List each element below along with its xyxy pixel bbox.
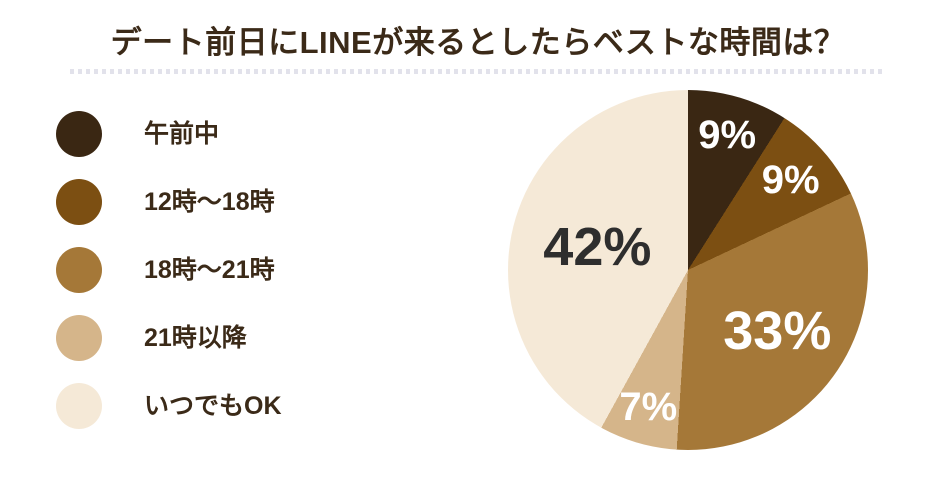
legend-swatch	[56, 315, 102, 361]
legend-swatch	[56, 179, 102, 225]
legend-swatch	[56, 111, 102, 157]
legend-swatch	[56, 247, 102, 293]
legend-label: いつでもOK	[144, 391, 282, 420]
legend: 午前中 12時〜18時 18時〜21時 21時以降いつでもOK	[56, 111, 282, 429]
pie-percent-label: 33%	[723, 300, 832, 361]
pie-percent-label: 9%	[698, 113, 757, 158]
pie-percent-label: 42%	[543, 216, 652, 277]
legend-item: いつでもOK	[56, 383, 282, 429]
legend-item: 午前中	[56, 111, 282, 157]
chart-title: デート前日にLINEが来るとしたらベストな時間は？	[110, 25, 846, 60]
legend-item: 18時〜21時	[56, 247, 282, 293]
legend-item: 21時以降	[56, 315, 282, 361]
pie-percent-label: 7%	[619, 384, 678, 429]
legend-label: 午前中	[144, 119, 220, 148]
title-underline	[70, 69, 886, 75]
legend-swatch	[56, 383, 102, 429]
legend-label: 18時〜21時	[144, 255, 275, 284]
pie-percent-label: 9%	[761, 157, 820, 202]
legend-label: 12時〜18時	[144, 187, 275, 216]
pie-chart: 9% 9% 33% 7% 42%	[508, 90, 868, 450]
legend-label: 21時以降	[144, 323, 247, 352]
pie-circle	[508, 90, 868, 450]
header: デート前日にLINEが来るとしたらベストな時間は？	[70, 24, 886, 75]
legend-item: 12時〜18時	[56, 179, 282, 225]
